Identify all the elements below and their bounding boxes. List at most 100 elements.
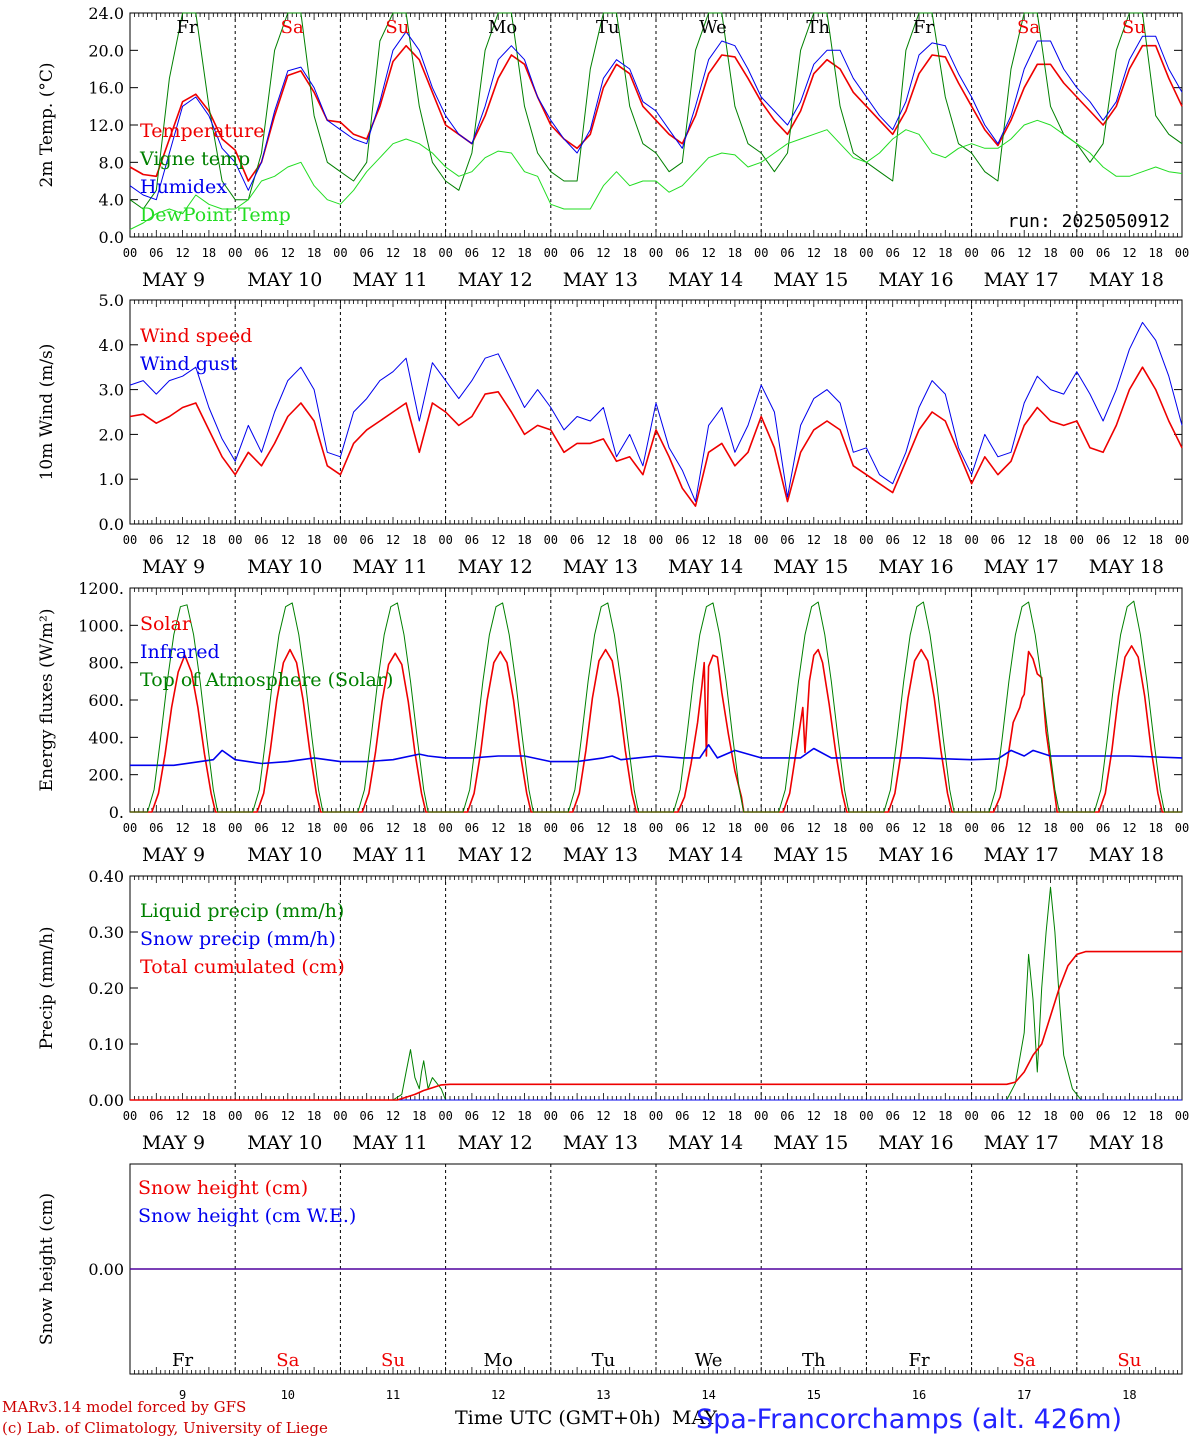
date-label: MAY 17 bbox=[984, 1132, 1059, 1154]
hour-tick-label: 12 bbox=[281, 1109, 295, 1123]
hour-tick-label: 00 bbox=[859, 533, 873, 547]
weekday-label: Su bbox=[381, 1350, 405, 1371]
hour-tick-label: 00 bbox=[859, 821, 873, 835]
hour-tick-label: 00 bbox=[964, 1109, 978, 1123]
series-line-humidex bbox=[129, 31, 1183, 201]
hour-tick-label: 00 bbox=[964, 533, 978, 547]
legend-entry: Solar bbox=[140, 613, 192, 635]
hour-tick-label: 06 bbox=[359, 821, 373, 835]
hour-tick-label: 00 bbox=[859, 246, 873, 260]
legend-entry: Infrared bbox=[140, 641, 220, 663]
series-line-top-of-atmosphere-solar bbox=[130, 600, 1182, 813]
day-number-label: 15 bbox=[807, 1388, 821, 1402]
y-tick-label: 4.0 bbox=[99, 336, 124, 355]
hour-tick-label: 00 bbox=[964, 821, 978, 835]
y-tick-label: 0.40 bbox=[88, 867, 124, 886]
hour-tick-label: 00 bbox=[123, 246, 137, 260]
hour-tick-label: 00 bbox=[649, 533, 663, 547]
date-label: MAY 17 bbox=[984, 269, 1059, 291]
y-tick-label: 0.20 bbox=[88, 979, 124, 998]
legend-entry: Humidex bbox=[140, 176, 227, 198]
y-tick-label: 200. bbox=[88, 766, 124, 785]
date-label: MAY 14 bbox=[668, 1132, 743, 1154]
series-line-wind-speed bbox=[129, 366, 1183, 507]
hour-tick-label: 06 bbox=[465, 533, 479, 547]
weekday-label: Fr bbox=[176, 17, 197, 38]
y-tick-label: 4.0 bbox=[99, 191, 124, 210]
y-tick-label: 12.0 bbox=[88, 116, 124, 135]
hour-tick-label: 18 bbox=[307, 533, 321, 547]
hour-tick-label: 18 bbox=[412, 246, 426, 260]
weekday-label: Sa bbox=[1017, 17, 1040, 38]
weekday-label: We bbox=[699, 17, 727, 38]
x-axis-label: Time UTC (GMT+0h) bbox=[455, 1407, 661, 1429]
weekday-label: Tu bbox=[596, 17, 620, 38]
hour-tick-label: 00 bbox=[754, 1109, 768, 1123]
day-number-label: 9 bbox=[179, 1388, 186, 1402]
hour-tick-label: 06 bbox=[991, 533, 1005, 547]
x-ticks bbox=[129, 13, 1183, 237]
x-ticks bbox=[129, 876, 1183, 1100]
date-label: MAY 15 bbox=[773, 269, 848, 291]
hour-tick-label: 06 bbox=[254, 821, 268, 835]
hour-tick-label: 12 bbox=[596, 821, 610, 835]
hour-tick-label: 06 bbox=[780, 246, 794, 260]
hour-tick-label: 06 bbox=[885, 1109, 899, 1123]
hour-tick-label: 06 bbox=[675, 821, 689, 835]
hour-tick-label: 00 bbox=[123, 533, 137, 547]
y-tick-label: 800. bbox=[88, 654, 124, 673]
hour-tick-label: 00 bbox=[649, 821, 663, 835]
hour-tick-label: 12 bbox=[1122, 246, 1136, 260]
hour-tick-label: 12 bbox=[701, 533, 715, 547]
weekday-label: Sa bbox=[1013, 1350, 1036, 1371]
hour-tick-label: 06 bbox=[1096, 1109, 1110, 1123]
hour-tick-label: 06 bbox=[359, 1109, 373, 1123]
hour-tick-label: 12 bbox=[491, 246, 505, 260]
hour-tick-label: 06 bbox=[465, 246, 479, 260]
legend-entry: Wind speed bbox=[140, 325, 252, 347]
hour-tick-label: 06 bbox=[359, 246, 373, 260]
y-tick-label: 0.30 bbox=[88, 923, 124, 942]
hour-tick-label: 12 bbox=[281, 533, 295, 547]
hour-tick-label: 06 bbox=[570, 1109, 584, 1123]
date-label: MAY 11 bbox=[352, 556, 427, 578]
date-label: MAY 18 bbox=[1089, 844, 1164, 866]
hour-tick-label: 12 bbox=[807, 821, 821, 835]
date-label: MAY 12 bbox=[458, 1132, 533, 1154]
hour-tick-label: 06 bbox=[149, 246, 163, 260]
hour-tick-label: 00 bbox=[964, 246, 978, 260]
weekday-label: We bbox=[695, 1350, 723, 1371]
hour-tick-label: 12 bbox=[1122, 1109, 1136, 1123]
hour-tick-label: 06 bbox=[780, 533, 794, 547]
series-line-wind-gust bbox=[129, 321, 1183, 503]
weekday-label: Mo bbox=[488, 17, 517, 38]
date-label: MAY 18 bbox=[1089, 269, 1164, 291]
panel-snow: 0.00 Snow height (cm) Snow height (cm) Snow… bbox=[37, 1163, 1183, 1402]
hour-tick-label: 18 bbox=[833, 533, 847, 547]
hour-tick-label: 12 bbox=[912, 1109, 926, 1123]
hour-tick-label: 00 bbox=[228, 246, 242, 260]
day-number-label: 16 bbox=[912, 1388, 926, 1402]
hour-tick-label: 12 bbox=[912, 246, 926, 260]
site-name: Spa-Francorchamps (alt. 426m) bbox=[696, 1404, 1122, 1435]
hour-tick-label: 06 bbox=[570, 246, 584, 260]
weekday-label: Su bbox=[1122, 17, 1146, 38]
hour-tick-label: 18 bbox=[517, 1109, 531, 1123]
hour-tick-label: 06 bbox=[254, 246, 268, 260]
y-tick-label: 1200. bbox=[78, 579, 124, 598]
day-number-label: 10 bbox=[281, 1388, 295, 1402]
date-label: MAY 14 bbox=[668, 269, 743, 291]
hour-tick-label: 00 bbox=[1070, 821, 1084, 835]
day-number-label: 18 bbox=[1122, 1388, 1136, 1402]
series-line-vigne-temp bbox=[129, 12, 1183, 210]
date-label: MAY 15 bbox=[773, 556, 848, 578]
legend-entry: DewPoint Temp bbox=[140, 204, 291, 226]
x-ticks bbox=[129, 300, 1183, 524]
legend-entry: Snow height (cm) bbox=[138, 1177, 308, 1199]
hour-tick-label: 00 bbox=[1175, 821, 1189, 835]
hour-tick-label: 12 bbox=[912, 821, 926, 835]
hour-tick-label: 00 bbox=[1175, 1109, 1189, 1123]
date-label: MAY 14 bbox=[668, 556, 743, 578]
hour-tick-label: 12 bbox=[386, 246, 400, 260]
hour-tick-label: 00 bbox=[1070, 246, 1084, 260]
